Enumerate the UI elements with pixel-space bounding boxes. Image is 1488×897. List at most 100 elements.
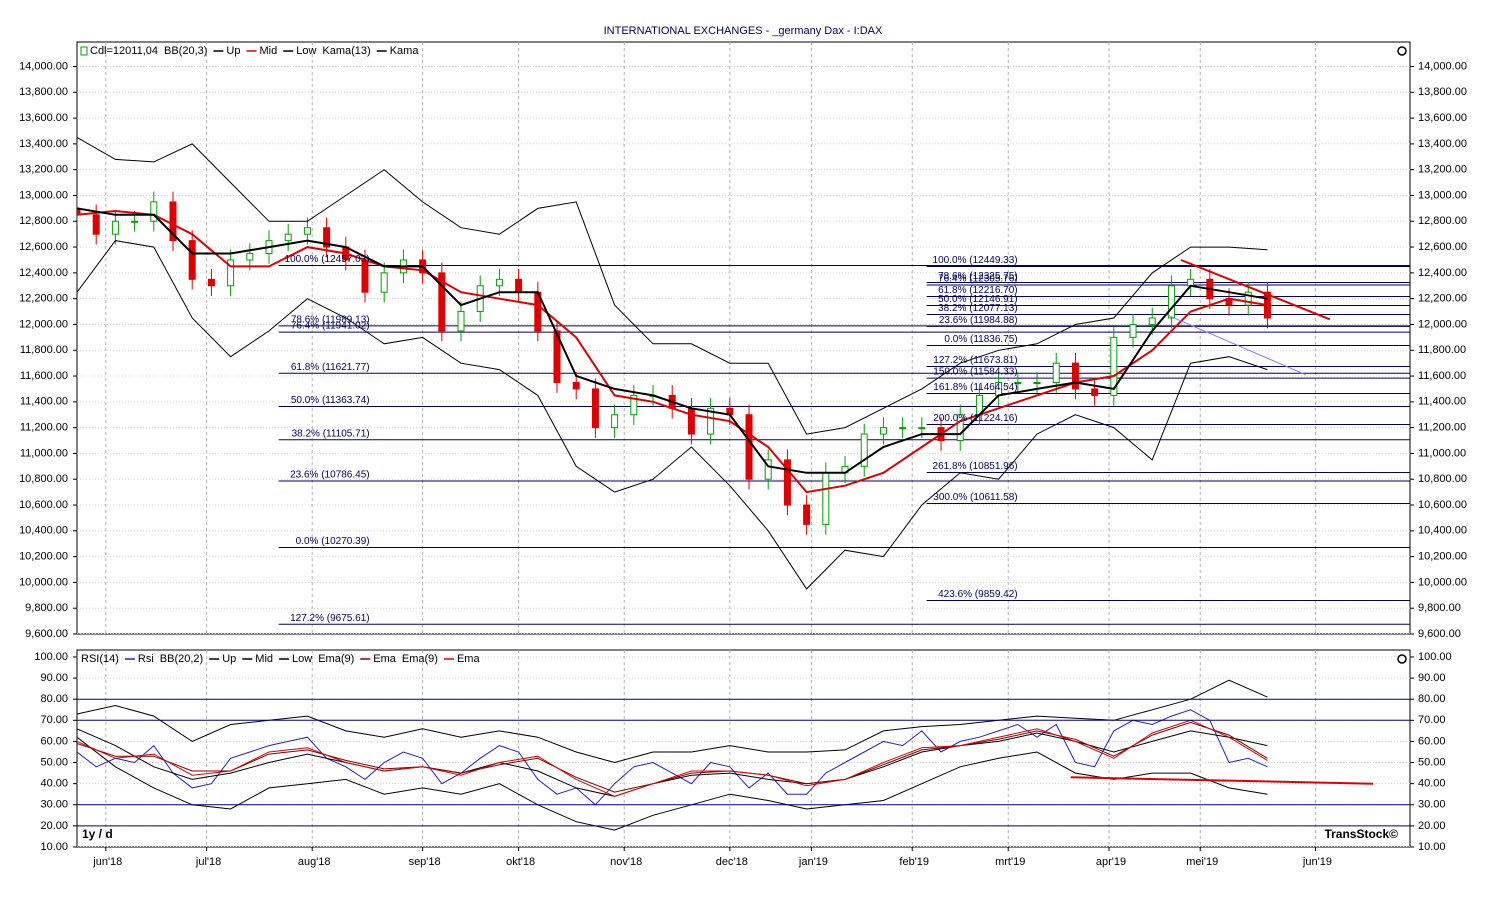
y-tick-label-right: 11,800.00 [1418, 344, 1466, 356]
y-tick-label: 50.00 [40, 756, 68, 768]
y-tick-label-right: 13,800.00 [1418, 86, 1467, 98]
y-tick-label: 11,000.00 [20, 447, 68, 459]
y-tick-label-right: 80.00 [1418, 693, 1446, 705]
fib-label: 78.6% (12325.75) [938, 271, 1018, 282]
y-tick-label-right: 11,600.00 [1418, 370, 1466, 382]
y-tick-label-right: 13,400.00 [1418, 138, 1467, 150]
legend-group: Kama(13) [322, 45, 370, 57]
y-tick-label: 10.00 [40, 841, 68, 853]
x-tick-label: sep'18 [409, 856, 441, 868]
candle-body [457, 311, 465, 332]
candle-body [92, 214, 100, 235]
y-tick-label: 13,600.00 [19, 112, 68, 124]
candle-body [111, 220, 119, 235]
x-tick-label: feb'19 [899, 856, 929, 868]
y-tick-label-right: 50.00 [1418, 756, 1446, 768]
fib-label: 161.8% (11464.54) [933, 382, 1017, 393]
candle-body [150, 201, 158, 222]
y-tick-label-right: 20.00 [1418, 820, 1446, 832]
legend-label: Up [222, 653, 236, 665]
y-tick-label-right: 100.00 [1418, 651, 1452, 663]
y-tick-label-right: 12,800.00 [1418, 215, 1467, 227]
candle-body [591, 388, 599, 429]
candle-body [188, 240, 196, 280]
y-tick-label: 11,400.00 [20, 396, 68, 408]
fib-label: 0.0% (10270.39) [296, 536, 370, 547]
y-tick-label-right: 13,000.00 [1418, 189, 1467, 201]
candle-body [611, 414, 619, 429]
close-button [1397, 46, 1407, 56]
candle-body [284, 233, 292, 242]
y-tick-label: 10,000.00 [19, 576, 68, 588]
fib-label: 76.4% (11941.02) [291, 321, 370, 332]
legend-group: Ema(9) [402, 653, 438, 665]
x-tick-label: apr'19 [1096, 856, 1126, 868]
candle-body [1129, 323, 1137, 338]
y-tick-label-right: 12,600.00 [1418, 241, 1467, 253]
legend-label: Ema [457, 653, 481, 665]
legend-label: Ema [373, 653, 397, 665]
candle-body [131, 220, 139, 223]
y-tick-label-right: 12,000.00 [1418, 318, 1467, 330]
y-tick-label-right: 12,400.00 [1418, 267, 1467, 279]
panel [76, 649, 1411, 848]
y-tick-label: 13,800.00 [19, 86, 68, 98]
candle-body [707, 407, 715, 435]
x-tick-label: jan'19 [798, 856, 828, 868]
candle-body [1014, 381, 1022, 384]
y-tick-label: 9,800.00 [25, 602, 68, 614]
candle-body [553, 330, 561, 383]
y-tick-label-right: 13,600.00 [1418, 112, 1467, 124]
y-tick-label: 90.00 [40, 672, 68, 684]
candle-body [1071, 362, 1079, 390]
legend-group: BB(20,2) [160, 653, 203, 665]
x-tick-label: dec'18 [716, 856, 748, 868]
candle-body [899, 427, 907, 430]
fib-label: 38.2% (11105.71) [292, 428, 370, 439]
candle-body [77, 207, 81, 216]
fib-label: 61.8% (11621.77) [291, 362, 370, 373]
y-tick-label-right: 10.00 [1418, 841, 1446, 853]
candle-body [764, 459, 772, 480]
plot-area [77, 650, 1410, 847]
period-label: 1y / d [82, 827, 113, 841]
fib-label: 200.0% (11224.16) [933, 413, 1017, 424]
candle-body [438, 272, 446, 332]
y-tick-label: 13,000.00 [19, 189, 68, 201]
candle-body [1091, 388, 1099, 396]
y-tick-label: 13,400.00 [19, 138, 68, 150]
y-tick-label-right: 14,000.00 [1418, 60, 1467, 72]
y-tick-label: 14,000.00 [19, 60, 68, 72]
legend-group: BB(20,3) [164, 45, 207, 57]
y-tick-label-right: 90.00 [1418, 672, 1446, 684]
series-line [77, 207, 1268, 474]
y-tick-label: 30.00 [40, 799, 68, 811]
trend-line [1166, 314, 1306, 376]
candle-body [1033, 381, 1041, 384]
chart-title: INTERNATIONAL EXCHANGES - _germany Dax -… [604, 25, 883, 37]
y-tick-label: 10,200.00 [19, 551, 68, 563]
fib-label: 0.0% (11836.75) [944, 334, 1017, 345]
plot-area [77, 42, 1410, 634]
candle-body [246, 253, 254, 261]
panel [76, 41, 1411, 635]
candle-body [803, 504, 811, 525]
y-tick-label-right: 10,400.00 [1418, 525, 1467, 537]
fib-label: 50.0% (12146.91) [938, 294, 1018, 305]
y-tick-label: 12,800.00 [19, 215, 68, 227]
legend-label: Kama [390, 45, 420, 57]
candle-body [630, 394, 638, 416]
fib-label: 127.2% (11673.81) [933, 355, 1017, 366]
fib-label: 78.6% (11989.13) [291, 315, 370, 326]
fib-label: 23.6% (11984.88) [939, 315, 1018, 326]
y-tick-label: 12,400.00 [19, 267, 68, 279]
y-tick-label: 70.00 [40, 714, 68, 726]
candle-body [323, 227, 331, 248]
y-tick-label-right: 30.00 [1418, 799, 1446, 811]
y-tick-label-right: 10,200.00 [1418, 551, 1467, 563]
candle-body [515, 278, 523, 293]
candle-body [918, 427, 926, 430]
y-tick-label-right: 9,600.00 [1418, 628, 1461, 640]
y-tick-label: 12,200.00 [19, 293, 68, 305]
